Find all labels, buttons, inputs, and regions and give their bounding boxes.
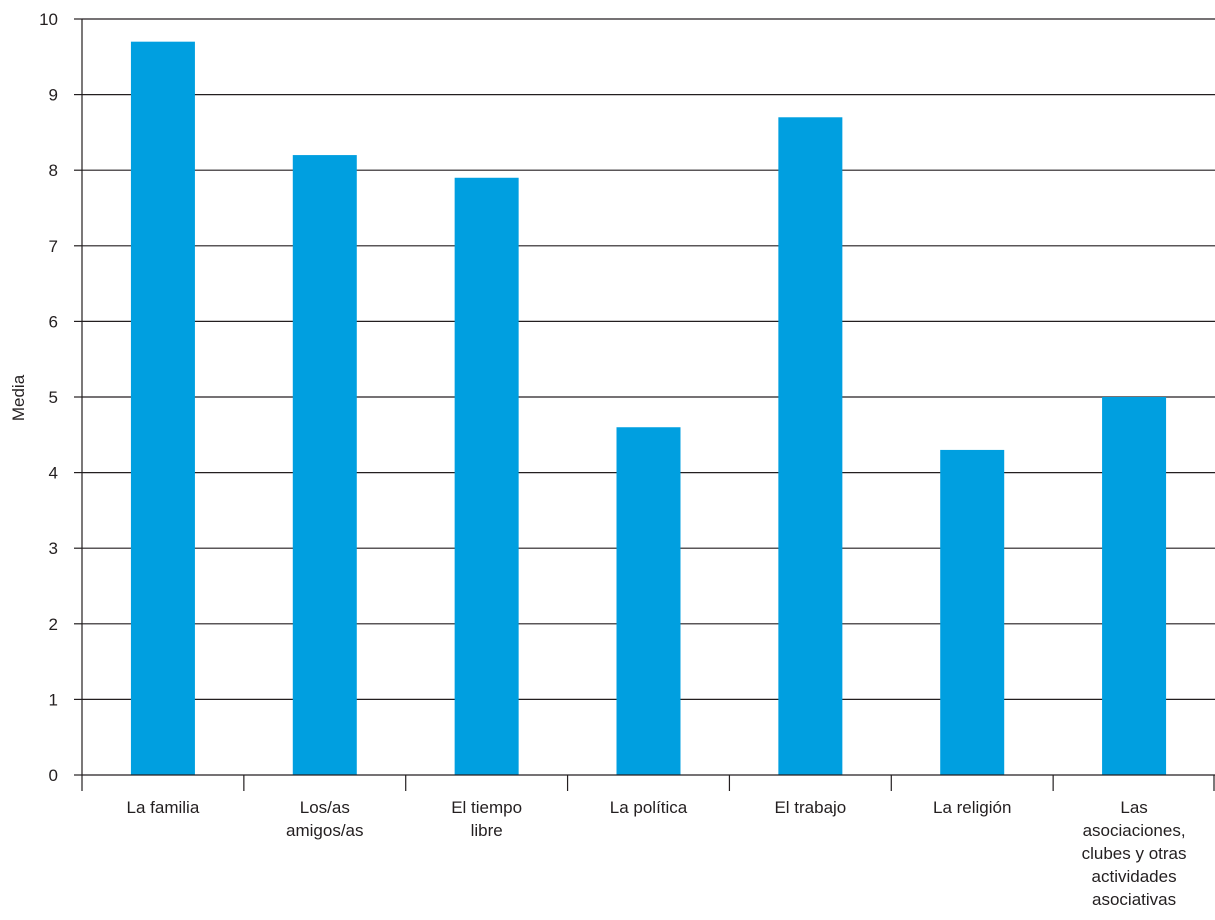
bar (454, 177, 519, 775)
bar (1102, 397, 1167, 775)
y-axis-title: Media (9, 374, 28, 421)
x-category-label-line: Las (1120, 798, 1147, 817)
axes (74, 18, 1215, 791)
x-category-label-line: La política (610, 798, 688, 817)
x-category-label-line: asociaciones, (1083, 821, 1186, 840)
x-category-label-line: La religión (933, 798, 1011, 817)
x-category-label-line: amigos/as (286, 821, 363, 840)
x-category-label: La familia (127, 798, 200, 817)
y-tick-label: 0 (49, 766, 58, 785)
labels: 0 1 2 3 4 5 6 7 8 9 10 La familia Los/as amigos/as El … (39, 10, 1186, 909)
y-tick-label: 5 (49, 388, 58, 407)
x-category-label-line: La familia (127, 798, 200, 817)
x-category-label: El trabajo (774, 798, 846, 817)
y-tick-label: 8 (49, 161, 58, 180)
x-category-label: La política (610, 798, 688, 817)
x-category-label-line: asociativas (1092, 890, 1176, 909)
bar (292, 155, 357, 775)
x-category-label: Las asociaciones, clubes y otras actividade… (1082, 798, 1187, 909)
x-category-label-line: El trabajo (774, 798, 846, 817)
bar (778, 117, 843, 775)
x-category-label-line: El tiempo (451, 798, 522, 817)
y-tick-label: 3 (49, 539, 58, 558)
x-category-label-line: clubes y otras (1082, 844, 1187, 863)
x-category-label: El tiempo libre (451, 798, 522, 840)
bar (940, 449, 1005, 775)
gridlines (82, 18, 1215, 701)
y-tick-label: 7 (49, 237, 58, 256)
y-tick-label: 6 (49, 312, 58, 331)
bar (616, 427, 681, 775)
bars (130, 41, 1167, 776)
y-tick-label: 9 (49, 86, 58, 105)
y-tick-label: 1 (49, 690, 58, 709)
x-category-label: Los/as amigos/as (286, 798, 363, 840)
x-category-label-line: actividades (1092, 867, 1177, 886)
y-tick-label: 4 (49, 464, 58, 483)
x-category-label-line: Los/as (300, 798, 350, 817)
x-category-label-line: libre (471, 821, 503, 840)
bar (130, 41, 195, 776)
x-category-label: La religión (933, 798, 1011, 817)
y-tick-label: 10 (39, 10, 58, 29)
y-tick-label: 2 (49, 615, 58, 634)
